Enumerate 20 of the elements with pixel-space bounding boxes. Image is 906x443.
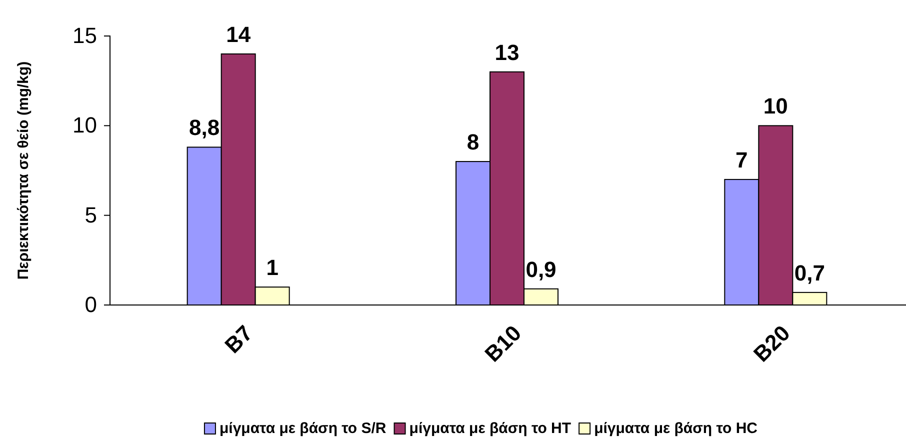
legend-label: μίγματα με βάση το HT (409, 420, 572, 437)
data-label: 8,8 (189, 115, 220, 140)
data-label: 0,9 (526, 256, 556, 282)
legend-label: μίγματα με βάση το S/R (219, 420, 386, 437)
y-tick-label: 10 (72, 112, 97, 138)
x-tick-label: B10 (480, 320, 526, 367)
data-label: 14 (226, 22, 252, 47)
data-label: 7 (736, 147, 748, 172)
y-axis-title: Περιεκτικότητα σε θείο (mg/kg) (15, 61, 32, 280)
y-tick-label: 5 (84, 202, 97, 228)
data-label: 13 (494, 40, 520, 65)
data-label: 1 (266, 255, 278, 280)
x-tick-label: B7 (220, 320, 258, 358)
data-label: 8 (466, 130, 480, 155)
y-tick-label: 0 (84, 292, 97, 318)
legend-label: μίγματα με βάση το HC (594, 420, 758, 437)
data-label: 0,7 (794, 260, 825, 286)
x-tick-label: B20 (748, 320, 795, 367)
y-tick-label: 15 (72, 23, 97, 48)
data-label: 10 (763, 94, 788, 119)
